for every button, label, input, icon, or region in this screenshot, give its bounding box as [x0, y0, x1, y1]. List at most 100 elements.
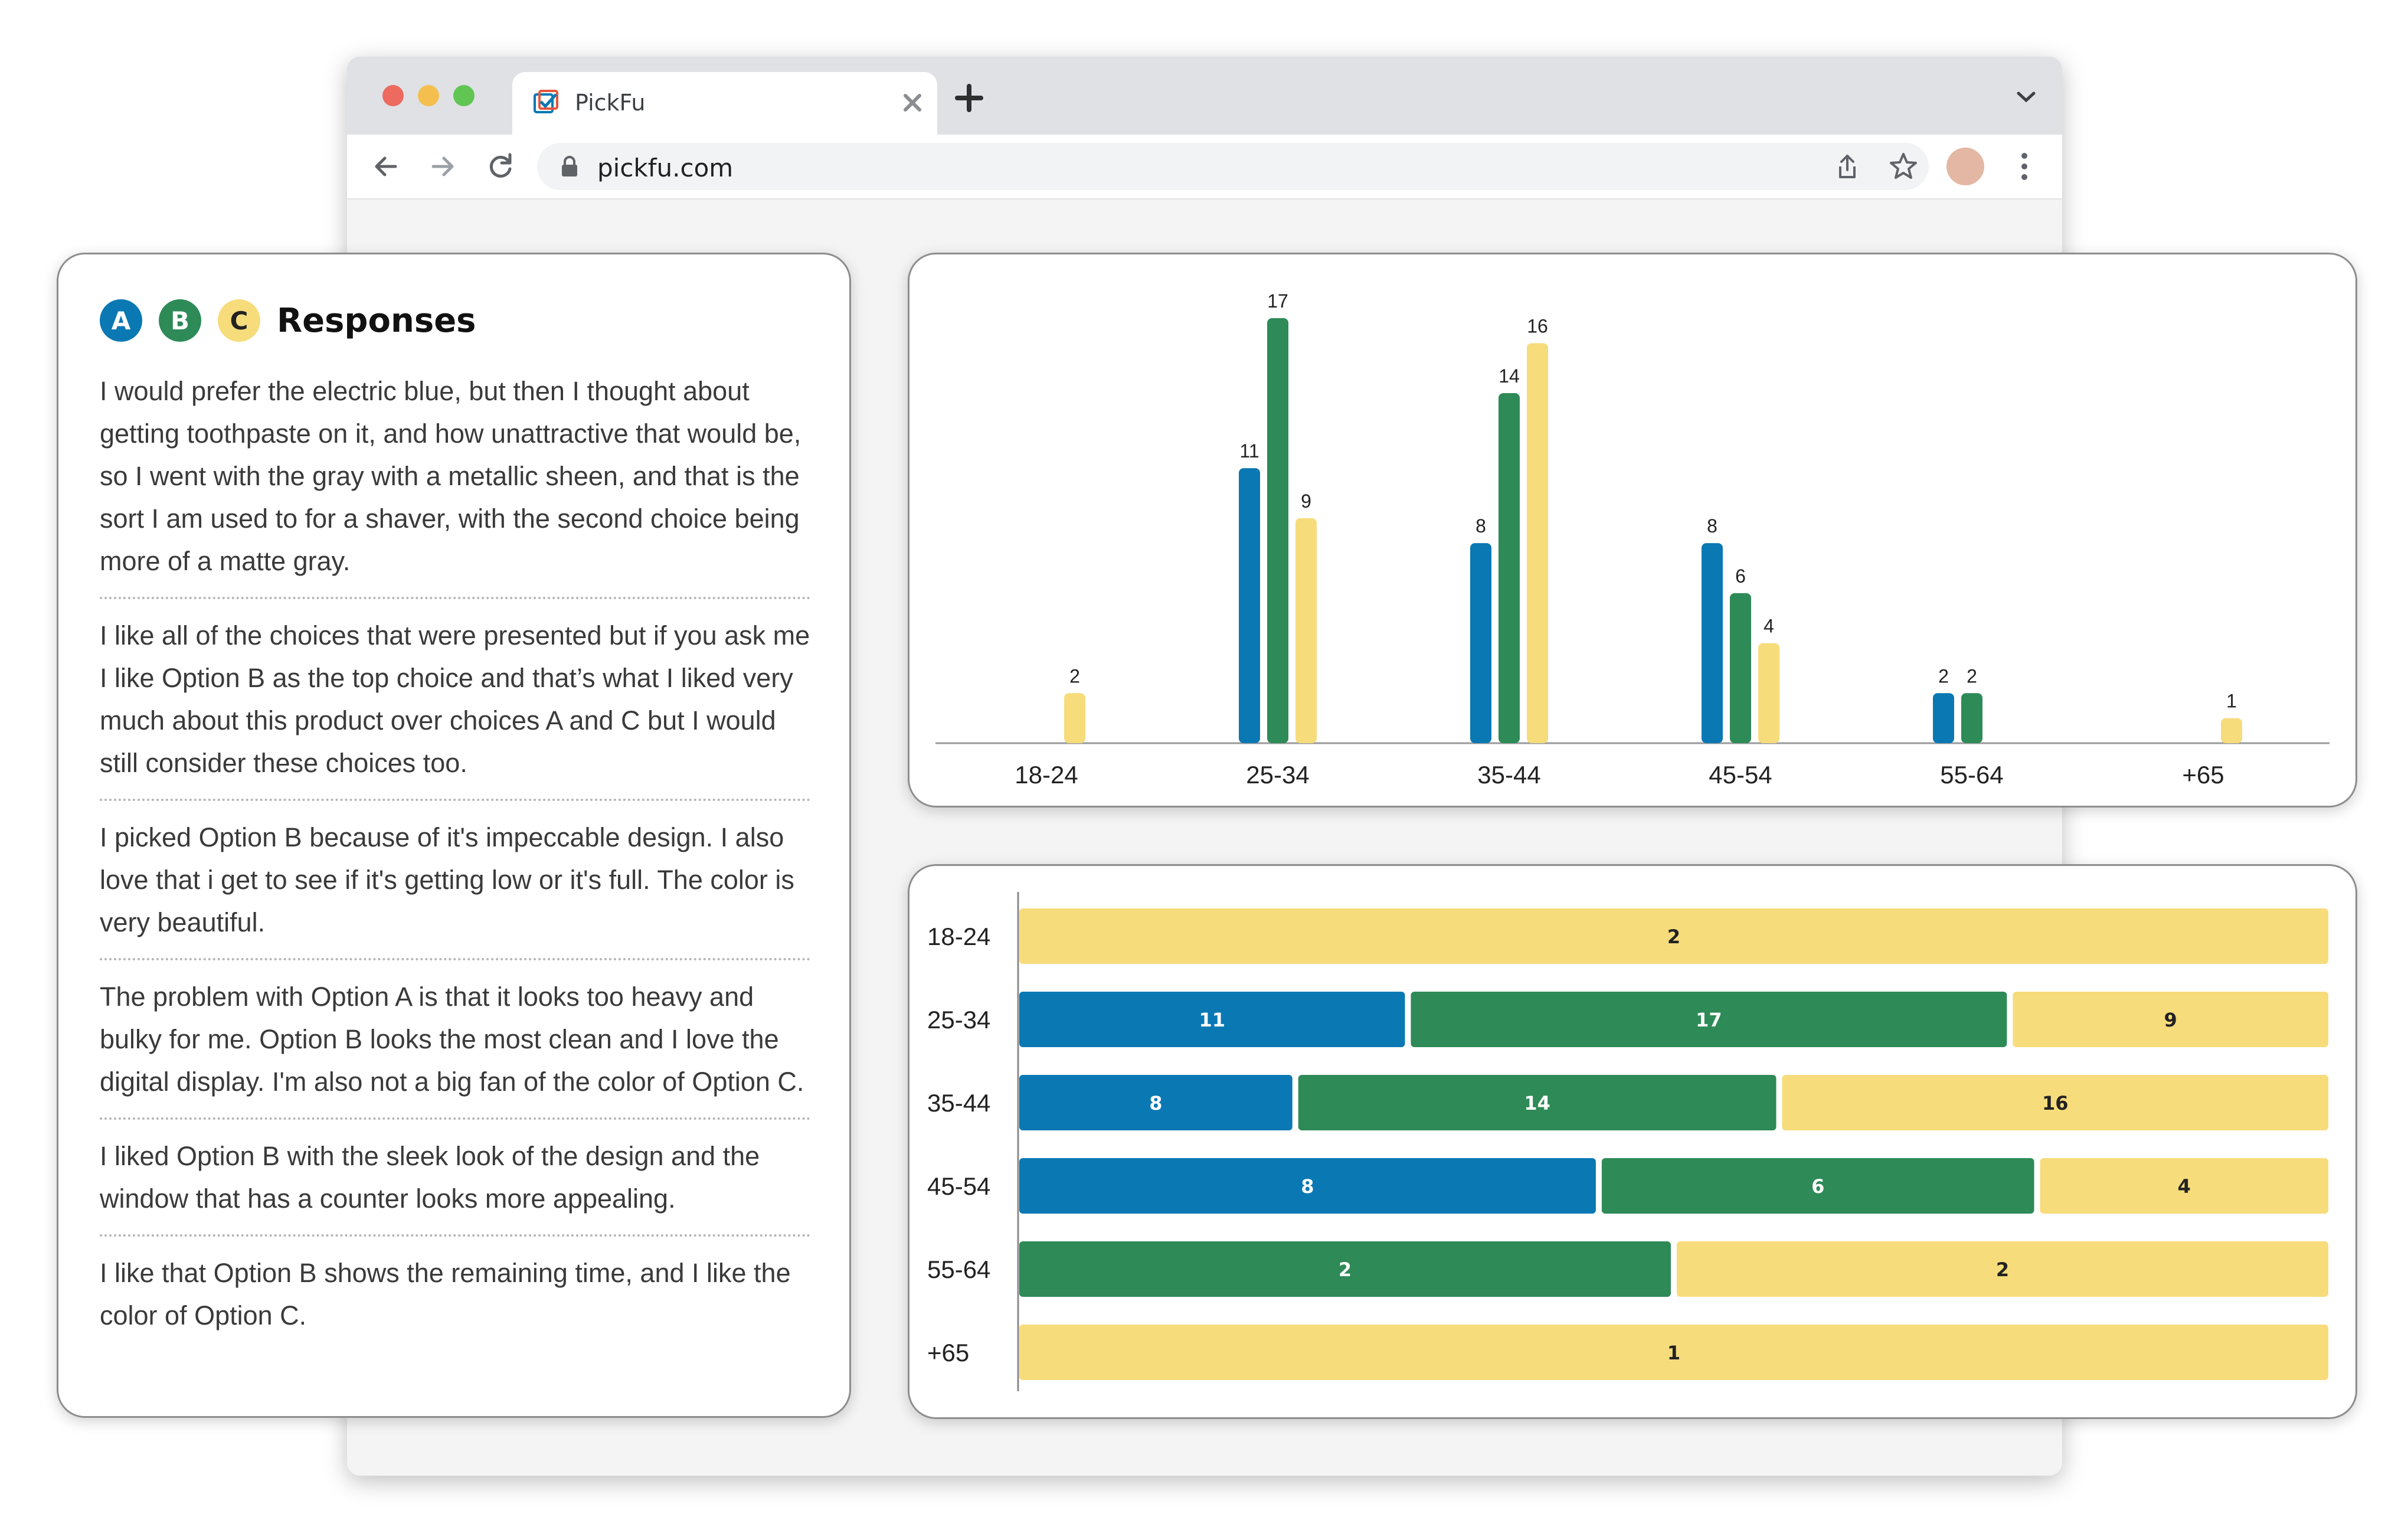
- response-item: I like that Option B shows the remaining…: [100, 1258, 791, 1330]
- y-tick-label: 18-24: [927, 923, 990, 950]
- bar-a-45-54: [1702, 543, 1723, 743]
- bookmark-star-icon[interactable]: [1889, 151, 1918, 183]
- data-label: 4: [1764, 616, 1774, 637]
- bar-a-55-64: [1933, 693, 1954, 743]
- segment-c-35-44: [1782, 1075, 2328, 1130]
- y-tick-label: 35-44: [927, 1089, 990, 1117]
- forward-arrow-icon[interactable]: [425, 149, 460, 187]
- segment-label: 11: [1199, 1009, 1225, 1031]
- bar-c-25-34: [1295, 518, 1317, 743]
- minimize-window-button[interactable]: [418, 85, 439, 106]
- reload-icon[interactable]: [483, 149, 518, 187]
- tab-close-icon[interactable]: [901, 83, 924, 123]
- y-tick-label: +65: [927, 1339, 969, 1366]
- bar-c-35-44: [1527, 343, 1548, 743]
- segment-b-45-54: [1601, 1158, 2034, 1214]
- data-label: 8: [1707, 515, 1717, 537]
- x-tick-label: 35-44: [1477, 761, 1540, 789]
- browser-tab[interactable]: PickFu: [512, 72, 937, 135]
- data-label: 9: [1301, 491, 1311, 512]
- segment-label: 16: [2042, 1092, 2069, 1114]
- bar-b-55-64: [1961, 693, 1982, 743]
- age-group-stacked-bar-chart-card: 18-24 2 25-34 11 17 9 35-44 8 14 16 45-54 8 6 4 55-64 2…: [908, 864, 2357, 1419]
- bar-c-+65: [2221, 718, 2242, 743]
- segment-a-45-54: [1019, 1158, 1596, 1214]
- segment-label: 2: [1667, 926, 1680, 948]
- data-label: 17: [1267, 290, 1288, 312]
- browser-toolbar: pickfu.com: [347, 135, 2062, 200]
- segment-b-25-34: [1411, 992, 2007, 1047]
- x-tick-label: +65: [2182, 761, 2224, 789]
- y-tick-label: 25-34: [927, 1006, 990, 1034]
- segment-label: 9: [2164, 1009, 2177, 1031]
- bar-a-25-34: [1239, 468, 1260, 743]
- bar-b-45-54: [1730, 593, 1751, 743]
- option-c-badge: C: [218, 299, 260, 342]
- responses-list: I would prefer the electric blue, but th…: [100, 370, 810, 1366]
- more-menu-icon[interactable]: [2017, 150, 2031, 185]
- segment-c-55-64: [1677, 1241, 2328, 1297]
- responses-header: A B C Responses: [100, 299, 476, 342]
- response-item: I liked Option B with the sleek look of …: [100, 1135, 810, 1237]
- segment-b-55-64: [1019, 1241, 1671, 1297]
- response-item: The problem with Option A is that it loo…: [100, 976, 810, 1120]
- segment-c-45-54: [2040, 1158, 2328, 1214]
- x-tick-label: 45-54: [1709, 761, 1772, 789]
- segment-label: 14: [1524, 1092, 1550, 1114]
- data-label: 14: [1499, 365, 1520, 387]
- x-tick-label: 18-24: [1015, 761, 1078, 789]
- data-label: 1: [2226, 691, 2237, 712]
- bar-c-45-54: [1758, 643, 1779, 743]
- x-tick-label: 55-64: [1940, 761, 2003, 789]
- segment-label: 4: [2178, 1175, 2191, 1198]
- maximize-window-button[interactable]: [453, 85, 475, 106]
- close-window-button[interactable]: [382, 85, 404, 106]
- data-label: 2: [1069, 665, 1080, 686]
- segment-label: 2: [1996, 1258, 2009, 1281]
- responses-title: Responses: [277, 301, 476, 340]
- pickfu-favicon-icon: [532, 89, 560, 118]
- data-label: 11: [1239, 440, 1259, 462]
- option-b-badge: B: [159, 299, 201, 342]
- y-tick-label: 45-54: [927, 1172, 990, 1200]
- option-a-badge: A: [100, 299, 142, 342]
- segment-label: 8: [1301, 1175, 1314, 1198]
- segment-label: 8: [1149, 1092, 1162, 1114]
- segment-c-25-34: [2013, 992, 2328, 1047]
- response-item: I like all of the choices that were pres…: [100, 614, 810, 801]
- data-label: 8: [1475, 515, 1486, 537]
- bar-b-35-44: [1499, 393, 1520, 743]
- response-item: I picked Option B because of it's impecc…: [100, 816, 810, 960]
- y-tick-label: 55-64: [927, 1256, 990, 1283]
- address-bar[interactable]: pickfu.com: [537, 143, 1929, 190]
- data-label: 2: [1967, 665, 1977, 686]
- segment-a-25-34: [1019, 992, 1405, 1047]
- new-tab-plus-icon[interactable]: [955, 83, 983, 118]
- data-label: 6: [1735, 565, 1746, 587]
- lock-icon: [560, 155, 580, 181]
- bar-b-25-34: [1267, 318, 1288, 743]
- tab-strip: PickFu: [347, 57, 2062, 135]
- bar-c-18-24: [1064, 693, 1085, 743]
- segment-a-35-44: [1019, 1075, 1293, 1130]
- segment-label: 2: [1339, 1258, 1352, 1281]
- tab-title: PickFu: [575, 90, 646, 116]
- share-icon[interactable]: [1833, 152, 1861, 183]
- profile-avatar[interactable]: [1946, 148, 1984, 185]
- data-label: 16: [1527, 315, 1548, 336]
- age-group-column-chart-card: 18-24 2 25-34 11 17 9 35-44 8 14 16 45-54 8 6 4 55-64 2…: [908, 253, 2357, 808]
- segment-label: 1: [1667, 1342, 1680, 1364]
- age-group-column-chart: 18-24 2 25-34 11 17 9 35-44 8 14 16 45-54 8 6 4 55-64 2…: [935, 290, 2330, 789]
- data-label: 2: [1938, 665, 1949, 686]
- responses-card: A B C Responses I would prefer the elect…: [57, 253, 851, 1418]
- tab-search-chevron-down-icon[interactable]: [2016, 90, 2036, 106]
- segment-label: 17: [1696, 1009, 1722, 1031]
- x-tick-label: 25-34: [1246, 761, 1309, 789]
- segment-c-+65: [1019, 1325, 2328, 1380]
- response-item: I would prefer the electric blue, but th…: [100, 370, 810, 599]
- bar-a-35-44: [1470, 543, 1491, 743]
- segment-b-35-44: [1298, 1075, 1776, 1130]
- age-group-stacked-bar-chart: 18-24 2 25-34 11 17 9 35-44 8 14 16 45-54 8 6 4 55-64 2…: [927, 892, 2328, 1391]
- back-arrow-icon[interactable]: [368, 149, 404, 187]
- url-text: pickfu.com: [597, 153, 734, 182]
